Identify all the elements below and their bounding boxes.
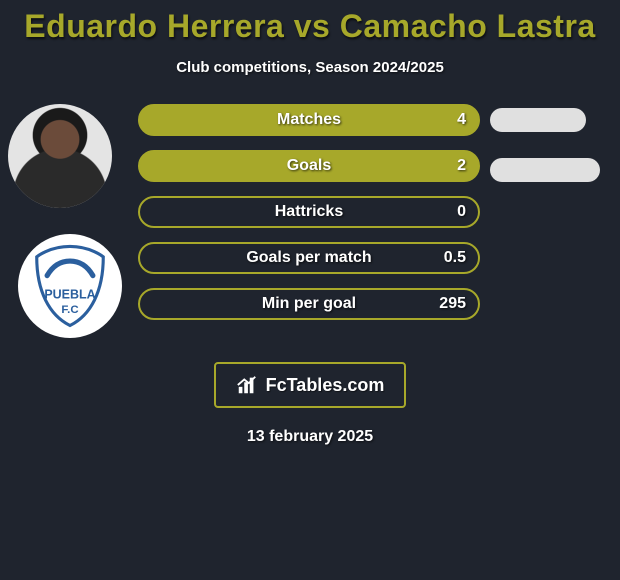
- pill-slot: [490, 108, 610, 154]
- stat-value-p2: 4: [457, 111, 466, 129]
- stat-value-p2: 2: [457, 157, 466, 175]
- pill-slot: [490, 158, 610, 204]
- stat-label: Goals: [287, 157, 331, 175]
- stat-bars: Matches 4 Goals 2 Hattricks 0 Goals per match 0…: [138, 104, 480, 334]
- page-title: Eduardo Herrera vs Camacho Lastra: [0, 0, 620, 45]
- stat-bar: Goals per match 0.5: [138, 242, 480, 274]
- pill-slot: [490, 296, 610, 342]
- player1-avatar: [8, 104, 112, 208]
- pill-indicator: [490, 108, 586, 132]
- attribution-link[interactable]: FcTables.com: [214, 362, 407, 408]
- pill-slot: [490, 204, 610, 250]
- svg-text:PUEBLA: PUEBLA: [44, 287, 95, 301]
- stat-value-p2: 0: [457, 203, 466, 221]
- pill-slot: [490, 250, 610, 296]
- chart-icon: [236, 374, 258, 396]
- comparison-content: PUEBLA F.C Matches 4 Goals 2 Hattricks 0 Goals…: [0, 104, 620, 354]
- stat-label: Min per goal: [262, 295, 356, 313]
- stat-label: Hattricks: [275, 203, 343, 221]
- date-text: 13 february 2025: [0, 428, 620, 446]
- stat-label: Goals per match: [246, 249, 371, 267]
- attribution-text: FcTables.com: [266, 375, 385, 396]
- stat-label: Matches: [277, 111, 341, 129]
- stat-value-p2: 295: [439, 295, 466, 313]
- stat-value-p2: 0.5: [444, 249, 466, 267]
- svg-text:F.C: F.C: [61, 304, 78, 316]
- pill-column: [490, 104, 610, 342]
- player2-crest: PUEBLA F.C: [18, 234, 122, 338]
- stat-bar: Goals 2: [138, 150, 480, 182]
- subtitle: Club competitions, Season 2024/2025: [0, 59, 620, 76]
- comparison-card: Eduardo Herrera vs Camacho Lastra Club c…: [0, 0, 620, 580]
- pill-indicator: [490, 158, 600, 182]
- stat-bar: Matches 4: [138, 104, 480, 136]
- stat-bar: Min per goal 295: [138, 288, 480, 320]
- stat-bar: Hattricks 0: [138, 196, 480, 228]
- crest-icon: PUEBLA F.C: [18, 234, 122, 338]
